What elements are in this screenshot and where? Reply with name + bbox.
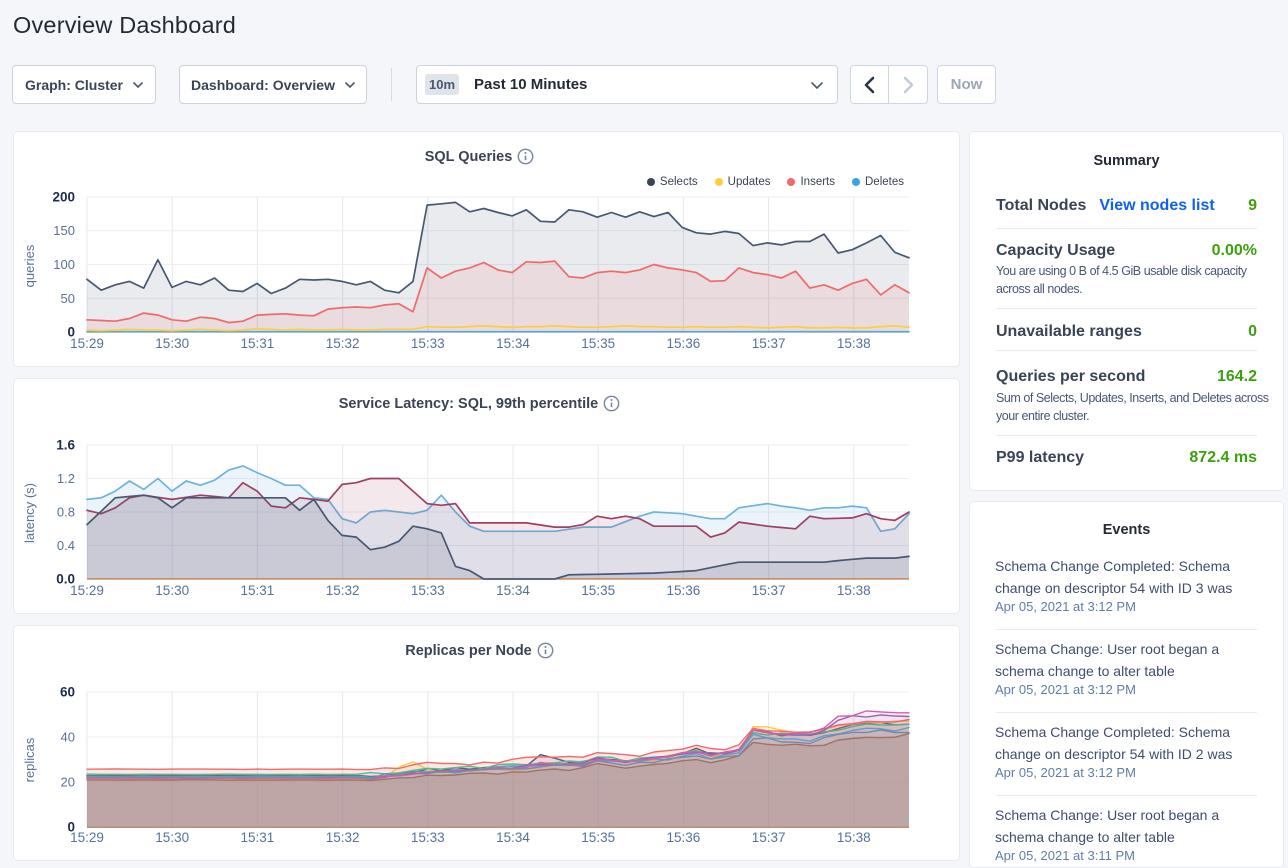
svg-text:15:29: 15:29 <box>70 830 104 845</box>
svg-text:latency (s): latency (s) <box>22 483 37 543</box>
svg-text:15:37: 15:37 <box>752 583 786 598</box>
svg-text:15:29: 15:29 <box>70 336 104 351</box>
svg-text:50: 50 <box>61 291 75 306</box>
svg-text:15:35: 15:35 <box>581 336 615 351</box>
svg-text:15:36: 15:36 <box>667 830 701 845</box>
svg-text:15:33: 15:33 <box>411 830 445 845</box>
svg-text:200: 200 <box>52 190 75 205</box>
svg-text:15:37: 15:37 <box>752 336 786 351</box>
svg-text:0.8: 0.8 <box>57 505 75 520</box>
svg-text:15:29: 15:29 <box>70 583 104 598</box>
svg-text:1.6: 1.6 <box>56 438 75 453</box>
svg-text:15:38: 15:38 <box>837 583 871 598</box>
svg-text:15:35: 15:35 <box>581 583 615 598</box>
svg-text:0: 0 <box>67 820 75 835</box>
svg-text:15:31: 15:31 <box>241 336 275 351</box>
svg-text:20: 20 <box>61 775 75 790</box>
svg-text:15:32: 15:32 <box>326 830 360 845</box>
svg-text:40: 40 <box>61 730 75 745</box>
svg-text:15:32: 15:32 <box>326 336 360 351</box>
svg-text:15:30: 15:30 <box>155 583 189 598</box>
svg-text:15:34: 15:34 <box>496 583 530 598</box>
svg-text:15:36: 15:36 <box>667 583 701 598</box>
svg-text:15:35: 15:35 <box>581 830 615 845</box>
svg-text:15:38: 15:38 <box>837 830 871 845</box>
svg-text:150: 150 <box>53 223 75 238</box>
svg-text:0: 0 <box>67 325 75 340</box>
svg-text:15:37: 15:37 <box>752 830 786 845</box>
svg-text:15:34: 15:34 <box>496 336 530 351</box>
svg-text:15:34: 15:34 <box>496 830 530 845</box>
svg-text:15:36: 15:36 <box>667 336 701 351</box>
svg-text:15:38: 15:38 <box>837 336 871 351</box>
svg-text:1.2: 1.2 <box>57 471 75 486</box>
svg-text:100: 100 <box>53 257 75 272</box>
svg-text:15:31: 15:31 <box>241 830 275 845</box>
svg-text:15:31: 15:31 <box>241 583 275 598</box>
svg-text:15:30: 15:30 <box>155 830 189 845</box>
svg-text:15:30: 15:30 <box>155 336 189 351</box>
svg-text:0.4: 0.4 <box>57 538 75 553</box>
svg-text:0.0: 0.0 <box>56 572 75 587</box>
svg-text:60: 60 <box>60 685 75 700</box>
svg-text:replicas: replicas <box>22 737 37 782</box>
svg-text:15:33: 15:33 <box>411 336 445 351</box>
svg-text:queries: queries <box>22 244 37 287</box>
svg-text:15:33: 15:33 <box>411 583 445 598</box>
svg-text:15:32: 15:32 <box>326 583 360 598</box>
